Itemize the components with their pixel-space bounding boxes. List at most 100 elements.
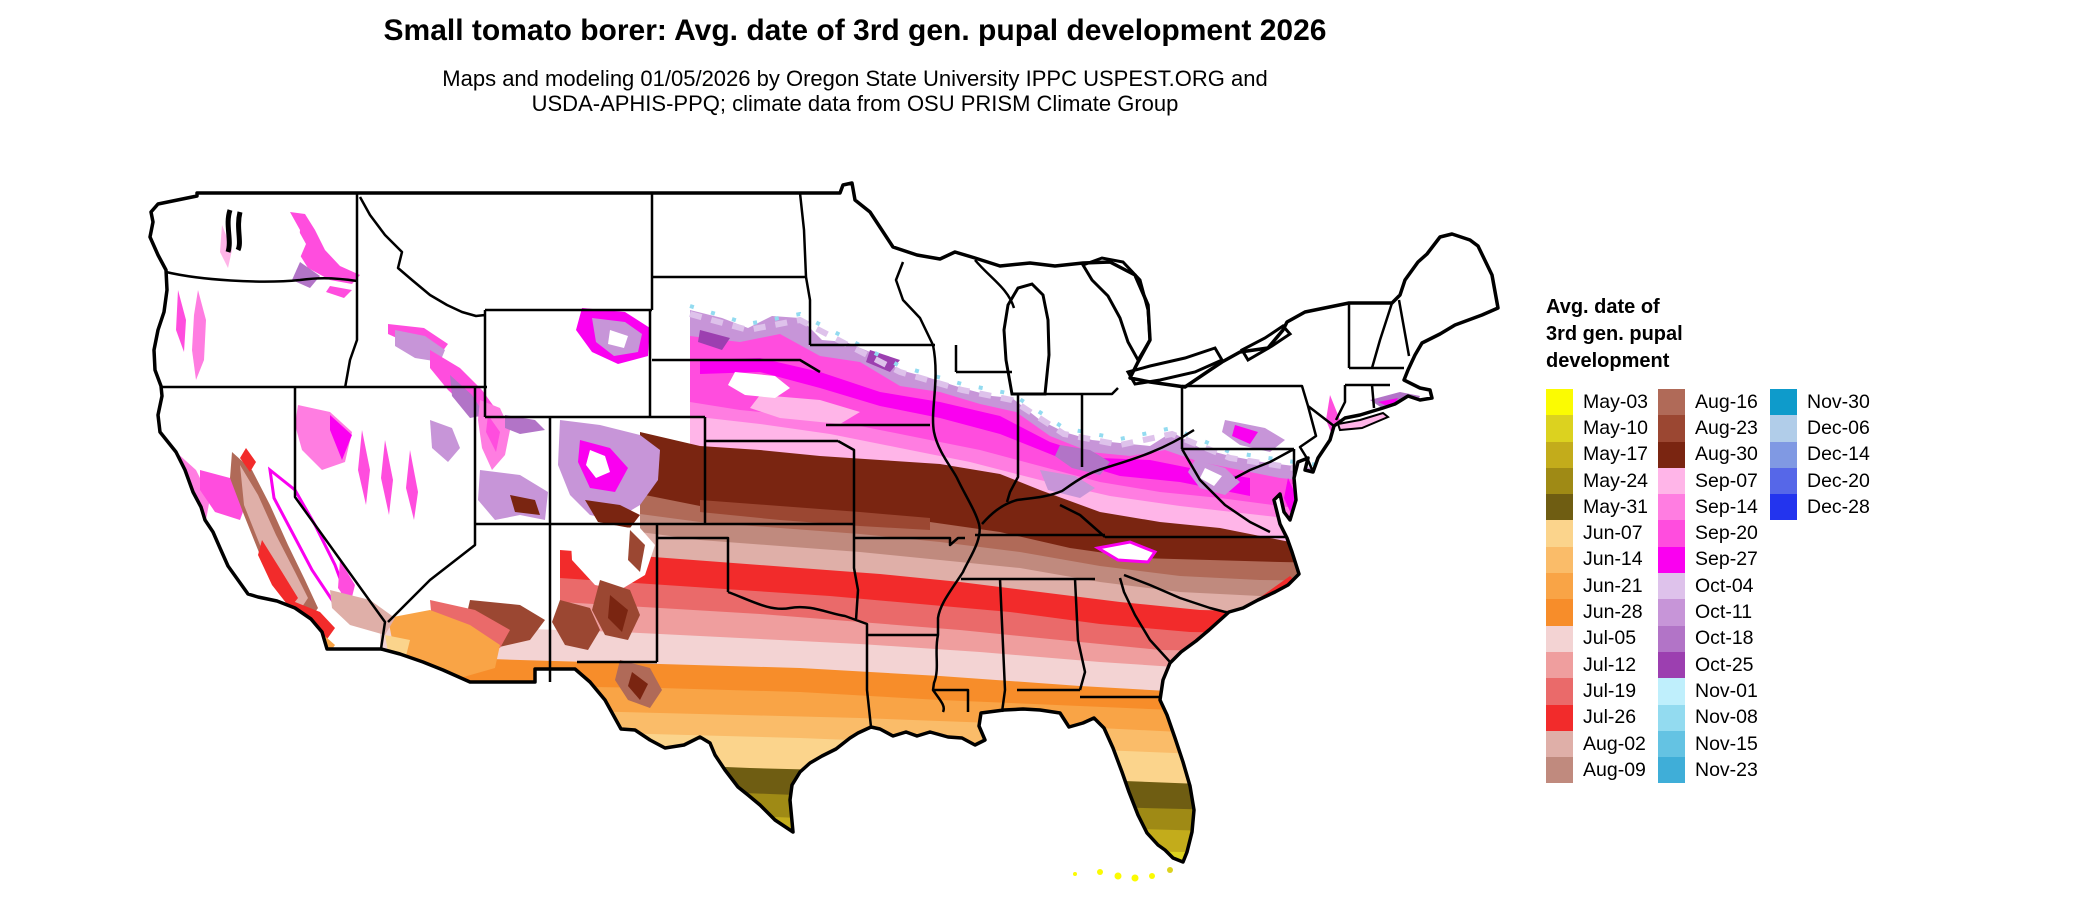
legend-swatch: [1658, 467, 1685, 495]
legend-row: Dec-20: [1770, 467, 1870, 495]
legend-swatch: [1546, 651, 1573, 679]
legend-swatch: [1546, 730, 1573, 758]
legend-swatch: [1546, 573, 1573, 600]
legend-swatch: [1658, 678, 1685, 705]
legend-row: Sep-07: [1658, 467, 1758, 495]
legend-row: May-10: [1546, 415, 1649, 442]
legend: Avg. date of 3rd gen. pupal development …: [1546, 294, 2086, 784]
legend-row: Oct-18: [1658, 625, 1758, 652]
legend-label: Nov-08: [1695, 706, 1758, 729]
legend-swatch: [1546, 757, 1573, 784]
legend-label: Oct-18: [1695, 627, 1754, 650]
legend-label: Nov-23: [1695, 758, 1758, 781]
legend-title: Avg. date of 3rd gen. pupal development: [1546, 296, 1683, 372]
legend-row: Sep-14: [1658, 494, 1758, 521]
legend-row: Sep-27: [1658, 546, 1758, 574]
legend-row: Jun-21: [1546, 573, 1648, 600]
legend-row: Aug-09: [1546, 757, 1648, 784]
legend-row: Aug-16: [1658, 389, 1758, 416]
legend-label: Oct-25: [1695, 653, 1754, 676]
legend-swatch: [1546, 704, 1573, 731]
legend-label: May-03: [1583, 390, 1649, 413]
legend-label: Dec-28: [1807, 495, 1870, 518]
legend-row: Nov-01: [1658, 678, 1758, 705]
legend-label: May-17: [1583, 443, 1649, 466]
lake-michigan: [1002, 282, 1051, 396]
legend-label: Nov-30: [1807, 390, 1870, 413]
legend-label: Jun-07: [1583, 522, 1643, 545]
legend-row: Oct-11: [1658, 599, 1758, 626]
state-borders: [161, 192, 1411, 728]
legend-swatch: [1658, 520, 1685, 547]
legend-row: Jun-14: [1546, 546, 1648, 574]
legend-label: Oct-04: [1695, 574, 1754, 597]
legend-swatch: [1546, 599, 1573, 626]
legend-label: Dec-20: [1807, 469, 1870, 492]
legend-row: Sep-20: [1658, 520, 1758, 547]
legend-swatch: [1546, 625, 1573, 652]
legend-swatch: [1546, 494, 1573, 521]
legend-swatch: [1658, 546, 1685, 574]
legend-label: Jun-21: [1583, 574, 1643, 597]
legend-row: Aug-23: [1658, 415, 1758, 442]
legend-swatch: [1658, 757, 1685, 784]
legend-label: Jul-12: [1583, 653, 1637, 676]
puget-sound: [225, 209, 243, 253]
legend-row: May-03: [1546, 389, 1649, 416]
legend-label: Dec-14: [1807, 443, 1870, 466]
long-island: [1336, 411, 1390, 432]
legend-row: Aug-30: [1658, 441, 1758, 468]
legend-label: May-24: [1583, 469, 1649, 492]
subtitle-line-1: Maps and modeling 01/05/2026 by Oregon S…: [442, 66, 1268, 91]
legend-swatch: [1546, 441, 1573, 468]
legend-label: May-10: [1583, 416, 1649, 439]
legend-label: Nov-01: [1695, 679, 1758, 702]
header: Small tomato borer: Avg. date of 3rd gen…: [190, 14, 1520, 116]
legend-row: Jul-05: [1546, 625, 1648, 652]
legend-label: Oct-11: [1695, 601, 1753, 624]
legend-swatch: [1546, 389, 1573, 416]
legend-row: Dec-14: [1770, 441, 1870, 468]
legend-row: Dec-06: [1770, 415, 1870, 442]
legend-swatch: [1658, 573, 1685, 600]
legend-swatch: [1658, 389, 1685, 416]
legend-row: Oct-25: [1658, 651, 1758, 679]
legend-label: Aug-09: [1583, 758, 1646, 781]
legend-row: Oct-04: [1658, 573, 1758, 600]
legend-swatch: [1658, 651, 1685, 679]
legend-row: Aug-02: [1546, 730, 1648, 758]
legend-row: May-17: [1546, 441, 1649, 468]
page-title: Small tomato borer: Avg. date of 3rd gen…: [383, 14, 1327, 47]
legend-swatch: [1546, 520, 1573, 547]
legend-label: Jun-14: [1583, 548, 1643, 571]
legend-swatch: [1546, 467, 1573, 495]
legend-swatch: [1546, 546, 1573, 574]
legend-label: Jul-05: [1583, 627, 1637, 650]
legend-column-1: Aug-16 Aug-23 Aug-30 Sep-07 Sep-14 Sep-20 Sep-…: [1658, 389, 1758, 784]
legend-label: May-31: [1583, 495, 1649, 518]
legend-label: Jun-28: [1583, 601, 1643, 624]
legend-row: Jun-07: [1546, 520, 1648, 547]
subtitle: Maps and modeling 01/05/2026 by Oregon S…: [190, 66, 1520, 116]
legend-label: Sep-20: [1695, 522, 1758, 545]
legend-label: Dec-06: [1807, 416, 1870, 439]
legend-label: Nov-15: [1695, 732, 1758, 755]
legend-label: Sep-14: [1695, 495, 1758, 518]
legend-column-2: Nov-30 Dec-06 Dec-14 Dec-20 Dec-28: [1770, 389, 1870, 521]
legend-column-0: May-03 May-10 May-17 May-24 May-31 Jun-07 Jun-…: [1546, 389, 1649, 784]
legend-swatch: [1770, 441, 1797, 468]
legend-row: Nov-23: [1658, 757, 1758, 784]
legend-row: Jul-26: [1546, 704, 1648, 731]
legend-label: Sep-07: [1695, 469, 1758, 492]
legend-label: Aug-30: [1695, 443, 1758, 466]
legend-row: Jul-19: [1546, 678, 1648, 705]
legend-swatch: [1658, 415, 1685, 442]
subtitle-line-2: USDA-APHIS-PPQ; climate data from OSU PR…: [531, 91, 1179, 116]
legend-swatch: [1658, 441, 1685, 468]
legend-row: Nov-15: [1658, 730, 1758, 758]
conus-outline: [148, 181, 1500, 864]
legend-swatch: [1658, 494, 1685, 521]
legend-row: May-31: [1546, 494, 1649, 521]
